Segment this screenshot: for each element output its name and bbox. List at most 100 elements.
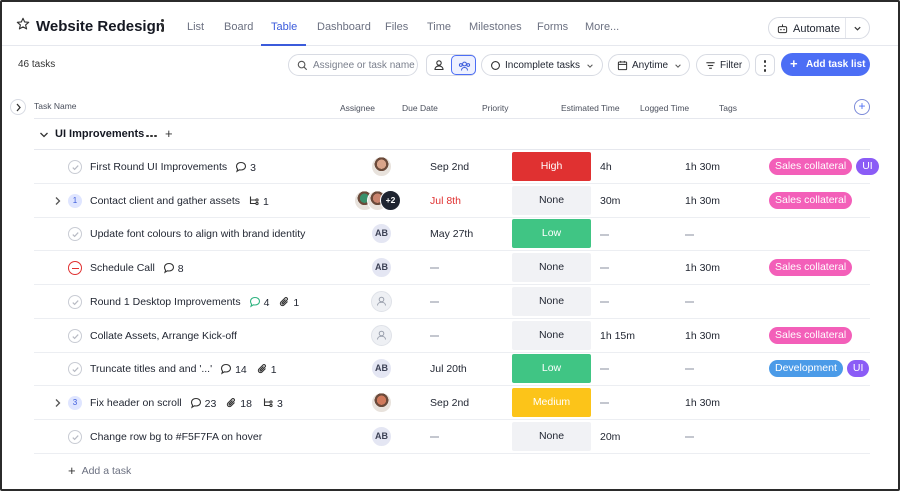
priority-cell[interactable]: Medium	[512, 387, 591, 417]
add-task-list-button[interactable]: + Add task list	[781, 53, 870, 76]
my-tasks-toggle[interactable]	[427, 55, 452, 75]
attachment-count[interactable]: 1	[279, 296, 299, 309]
tag-badge[interactable]: Sales collateral	[769, 191, 853, 209]
date-filter-dropdown[interactable]: Anytime	[608, 54, 690, 76]
comment-count[interactable]: 4	[249, 296, 269, 309]
table-row[interactable]: Collate Assets, Arrange Kick-off None 1h 1…	[34, 319, 870, 353]
priority-cell[interactable]: High	[512, 152, 591, 181]
estimated-time[interactable]: 4h	[600, 161, 612, 173]
priority-cell[interactable]: Low	[512, 219, 591, 249]
search-input[interactable]: Assignee or task name	[288, 54, 418, 76]
table-row[interactable]: Truncate titles and and '...' 14 1 AB Jul 20…	[34, 352, 870, 387]
attachment-count[interactable]: 1	[257, 363, 277, 376]
chevron-down-icon[interactable]	[853, 24, 862, 33]
everyone-toggle[interactable]	[451, 55, 476, 75]
due-date[interactable]	[430, 330, 439, 342]
table-row[interactable]: First Round UI Improvements 3 Sep 2nd High 4…	[34, 150, 879, 184]
complete-checkbox[interactable]	[68, 294, 82, 309]
due-date[interactable]: Jul 20th	[430, 363, 467, 376]
add-column-button[interactable]: +	[854, 99, 870, 115]
column-header-assignee[interactable]: Assignee	[340, 103, 375, 113]
logged-time[interactable]: 1h 30m	[685, 329, 721, 342]
add-task-button[interactable]: + Add a task	[68, 463, 131, 478]
estimated-time[interactable]	[600, 363, 609, 375]
due-date[interactable]	[430, 262, 439, 274]
task-name[interactable]: Schedule Call	[90, 262, 155, 275]
blocked-status-icon[interactable]	[68, 261, 82, 276]
subtask-count[interactable]: 1	[248, 195, 269, 208]
project-menu-icon[interactable]	[160, 19, 166, 33]
logged-time[interactable]: 1h 30m	[685, 161, 721, 173]
tab-more[interactable]: More...	[585, 21, 620, 33]
subtask-count[interactable]: 3	[262, 397, 283, 410]
complete-checkbox[interactable]	[68, 362, 82, 377]
priority-cell[interactable]: None	[512, 421, 591, 451]
logged-time[interactable]	[685, 363, 694, 375]
estimated-time[interactable]	[600, 262, 609, 274]
tab-files[interactable]: Files	[385, 21, 409, 33]
logged-time[interactable]	[685, 431, 694, 443]
task-name[interactable]: Truncate titles and and '...'	[90, 363, 213, 376]
tag-badge[interactable]: UI	[856, 158, 879, 175]
task-name[interactable]: Change row bg to #F5F7FA on hover	[90, 430, 263, 443]
comment-count[interactable]: 3	[235, 161, 256, 174]
filter-button[interactable]: Filter	[696, 54, 750, 76]
star-icon[interactable]	[16, 17, 30, 31]
table-row[interactable]: 1 Contact client and gather assets 1 +2 Jul …	[34, 184, 870, 218]
estimated-time[interactable]: 30m	[600, 194, 621, 207]
due-date[interactable]: Sep 2nd	[430, 396, 470, 409]
task-name[interactable]: First Round UI Improvements	[90, 161, 228, 173]
tab-table[interactable]: Table	[271, 21, 298, 33]
logged-time[interactable]	[685, 296, 694, 308]
estimated-time[interactable]: 20m	[600, 430, 621, 443]
tag-badge[interactable]: UI	[846, 360, 870, 378]
due-date[interactable]	[430, 431, 439, 443]
column-header-tags[interactable]: Tags	[719, 103, 737, 113]
comment-count[interactable]: 14	[220, 363, 247, 376]
complete-checkbox[interactable]	[68, 160, 82, 174]
complete-checkbox[interactable]	[68, 227, 82, 242]
tab-forms[interactable]: Forms	[537, 21, 569, 33]
estimated-time[interactable]	[600, 296, 609, 308]
priority-cell[interactable]: Low	[512, 354, 591, 384]
tag-badge[interactable]: Sales collateral	[769, 326, 853, 344]
table-row[interactable]: Round 1 Desktop Improvements 4 1 None	[34, 285, 870, 319]
task-name[interactable]: Fix header on scroll	[90, 396, 182, 409]
automate-button[interactable]: Automate	[768, 17, 870, 39]
tab-milestones[interactable]: Milestones	[469, 21, 522, 33]
due-date[interactable]	[430, 296, 439, 308]
estimated-time[interactable]	[600, 228, 609, 240]
chevron-down-icon[interactable]	[39, 130, 49, 140]
column-header-due-date[interactable]: Due Date	[402, 103, 438, 113]
complete-checkbox[interactable]	[68, 328, 82, 343]
task-name[interactable]: Contact client and gather assets	[90, 194, 241, 207]
expand-sidebar-button[interactable]	[10, 99, 26, 115]
table-row[interactable]: Schedule Call 8 AB None 1h 30m Sales collater…	[34, 251, 870, 286]
task-name[interactable]: Collate Assets, Arrange Kick-off	[90, 329, 237, 342]
chevron-right-icon[interactable]	[54, 398, 62, 408]
subtask-count-badge[interactable]: 1	[68, 193, 82, 208]
column-header-estimated-time[interactable]: Estimated Time	[561, 103, 620, 113]
table-row[interactable]: Update font colours to align with brand …	[34, 217, 870, 252]
complete-checkbox[interactable]	[68, 429, 82, 444]
logged-time[interactable]: 1h 30m	[685, 194, 721, 207]
tag-badge[interactable]: Development	[769, 360, 843, 378]
subtask-count-badge[interactable]: 3	[68, 395, 82, 410]
task-list-menu-icon[interactable]	[146, 128, 160, 140]
priority-cell[interactable]: None	[512, 253, 591, 283]
due-date[interactable]: Sep 2nd	[430, 161, 470, 173]
logged-time[interactable]	[685, 228, 694, 240]
task-list-name[interactable]: UI Improvements	[55, 128, 145, 140]
task-name[interactable]: Round 1 Desktop Improvements	[90, 295, 241, 308]
more-options-button[interactable]	[755, 54, 775, 76]
tab-board[interactable]: Board	[224, 21, 254, 33]
comment-count[interactable]: 23	[190, 397, 216, 410]
column-header-priority[interactable]: Priority	[482, 103, 509, 113]
tab-time[interactable]: Time	[427, 21, 452, 33]
comment-count[interactable]: 8	[163, 262, 184, 275]
tag-badge[interactable]: Sales collateral	[769, 158, 853, 175]
task-list-add-icon[interactable]: +	[165, 126, 173, 141]
logged-time[interactable]: 1h 30m	[685, 262, 721, 275]
priority-cell[interactable]: None	[512, 320, 591, 350]
logged-time[interactable]: 1h 30m	[685, 396, 721, 409]
